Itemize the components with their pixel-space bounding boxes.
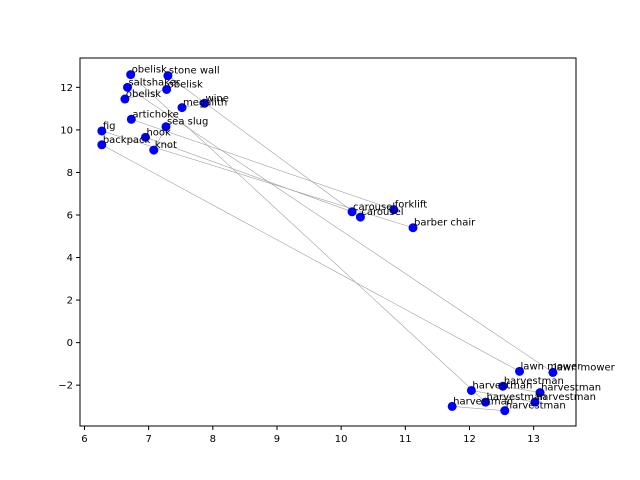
data-point: [149, 145, 159, 155]
point-label: artichoke: [132, 109, 178, 120]
x-tick-label: 9: [274, 434, 280, 445]
connector-line: [502, 385, 541, 393]
data-point: [126, 70, 136, 80]
data-point: [162, 84, 172, 94]
point-label: saltshaker: [128, 77, 180, 88]
data-point: [389, 205, 399, 215]
point-label: obelisk: [168, 79, 203, 90]
y-tick-label: −2: [58, 381, 73, 392]
point-label: sea slug: [167, 117, 208, 128]
data-point: [97, 140, 107, 150]
connector-line: [101, 144, 520, 372]
connector-line: [127, 87, 554, 373]
x-tick-label: 11: [399, 434, 412, 445]
y-tick-label: 0: [67, 338, 73, 349]
data-point: [140, 132, 150, 142]
data-point: [177, 103, 187, 113]
y-tick-label: 12: [60, 83, 73, 94]
data-points: [97, 70, 558, 416]
point-label: harvestman: [541, 383, 601, 394]
y-axis-ticks: −2 0 2 4 6 8 10 12: [58, 83, 80, 392]
point-label: stone wall: [169, 66, 220, 77]
point-label: fig: [103, 121, 116, 132]
x-axis-ticks: 6 7 8 9 10 11 12 13: [81, 426, 540, 445]
data-point: [500, 406, 510, 416]
connector-line: [471, 390, 535, 403]
x-tick-label: 10: [335, 434, 348, 445]
data-point: [530, 397, 540, 407]
point-label: lawn mower: [554, 362, 616, 373]
point-label: megalith: [183, 98, 227, 109]
connector-line: [167, 75, 361, 218]
data-point: [126, 114, 136, 124]
x-tick-label: 6: [81, 434, 87, 445]
point-label: carousel: [353, 202, 395, 213]
data-point: [447, 401, 457, 411]
point-label: harvestman: [453, 396, 513, 407]
point-label: harvestman: [536, 392, 596, 403]
data-point: [199, 98, 209, 108]
plot-frame: [79, 57, 577, 427]
connector-line: [124, 89, 167, 100]
y-tick-label: 6: [67, 210, 73, 221]
point-label: harvestman: [472, 380, 532, 391]
data-point: [347, 207, 357, 217]
data-point: [97, 126, 107, 136]
data-point: [161, 122, 171, 132]
point-label: harvestman: [487, 392, 547, 403]
connector-line: [452, 406, 505, 411]
data-point: [466, 385, 476, 395]
data-point: [120, 94, 130, 104]
data-point: [548, 367, 558, 377]
data-point: [515, 366, 525, 376]
y-tick-label: 4: [67, 253, 73, 264]
point-label: harvestman: [506, 401, 566, 412]
x-tick-label: 13: [527, 434, 540, 445]
point-label: forklift: [395, 200, 427, 211]
point-label: knot: [155, 140, 177, 151]
y-tick-label: 10: [60, 125, 73, 136]
point-label: lawn mower: [521, 361, 583, 372]
connector-line: [145, 137, 353, 213]
connector-line: [131, 118, 394, 210]
data-point: [481, 397, 491, 407]
point-label: obelisk: [126, 89, 161, 100]
data-point: [122, 82, 132, 92]
point-label: barber chair: [414, 218, 476, 229]
point-labels: obelisk stone wallsaltshakerobeliskobelis…: [103, 65, 616, 412]
point-label: harvestman: [504, 376, 564, 387]
point-label: wine: [205, 93, 228, 104]
data-point: [498, 381, 508, 391]
x-tick-label: 12: [463, 434, 476, 445]
point-label: obelisk: [132, 65, 167, 76]
data-point: [355, 212, 365, 222]
y-tick-label: 8: [67, 168, 73, 179]
data-point: [535, 388, 545, 398]
data-point: [408, 223, 418, 233]
x-tick-label: 8: [210, 434, 216, 445]
point-label: backpack: [103, 135, 151, 146]
point-label: carousel: [361, 207, 403, 218]
data-point: [163, 71, 173, 81]
y-tick-label: 2: [67, 296, 73, 307]
point-label: hook: [146, 127, 171, 138]
x-tick-label: 7: [145, 434, 151, 445]
